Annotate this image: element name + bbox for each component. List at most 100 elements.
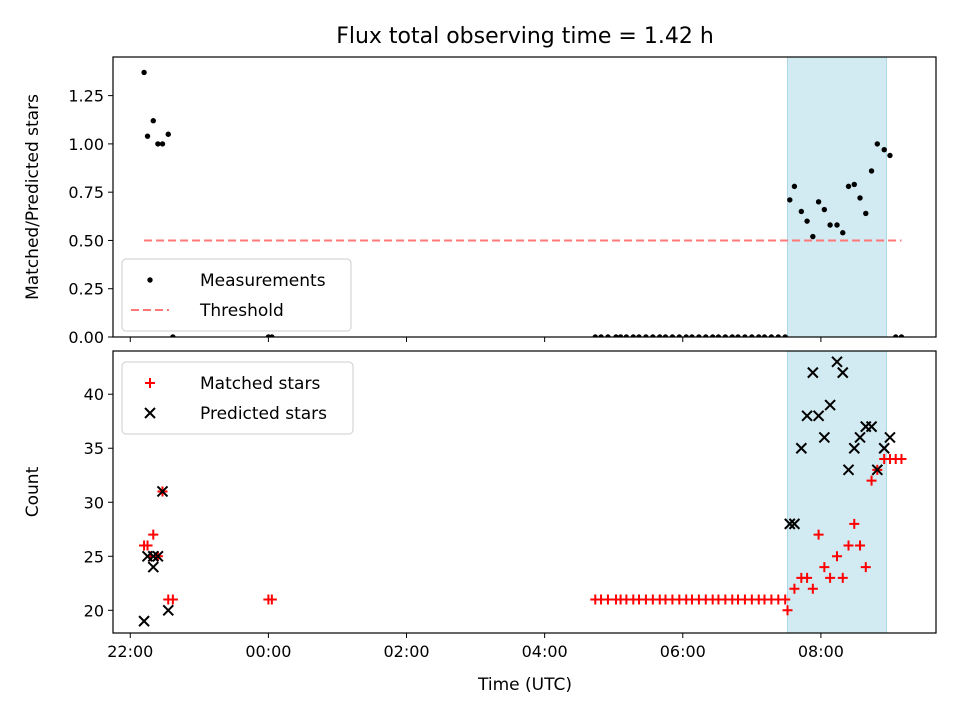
- measurement-point: [863, 210, 869, 217]
- measurement-point: [165, 131, 171, 137]
- measurement-point: [845, 183, 852, 190]
- predicted-star-point: [147, 561, 159, 573]
- y-tick-label: 30: [84, 493, 104, 512]
- predicted-star-point: [865, 420, 878, 433]
- measurement-point: [761, 334, 768, 337]
- measurement-point: [827, 222, 833, 228]
- count-panel: 20 25 30 35 40 22:00 00:00 02:00 04:00 06:00 08:00…: [23, 350, 937, 661]
- measurement-point: [881, 146, 887, 153]
- predicted-star-point: [871, 464, 884, 476]
- matched-star-point: [832, 551, 843, 562]
- legend-box: [121, 361, 354, 435]
- measurement-point: [703, 334, 709, 337]
- predicted-star-point: [878, 442, 890, 454]
- observing-window: [787, 350, 888, 634]
- matched-star-point: [167, 594, 178, 605]
- matched-star-point: [819, 562, 830, 573]
- predicted-star-point: [801, 410, 813, 422]
- measurement-point: [630, 334, 636, 337]
- matched-star-point: [789, 583, 800, 594]
- measurement-point: [623, 334, 630, 337]
- matched-star-point: [266, 594, 277, 605]
- predicted-star-point: [152, 550, 164, 562]
- measurement-point: [676, 334, 683, 337]
- measurement-point: [851, 181, 857, 188]
- matched-star-point: [849, 518, 860, 529]
- measurement-point: [868, 168, 875, 174]
- matched-star-point: [780, 594, 791, 605]
- measurement-point: [787, 197, 793, 203]
- measurement-point: [840, 230, 846, 236]
- legend-marker-measurements: [147, 277, 153, 283]
- measurement-point: [898, 334, 905, 337]
- predicted-star-point: [807, 366, 819, 379]
- predicted-star-point: [848, 442, 860, 454]
- measurement-point: [729, 334, 735, 337]
- y-axis-label: Matched/Predicted stars: [23, 94, 43, 300]
- y-tick-label: 1.00: [68, 135, 104, 154]
- measurement-point: [756, 334, 762, 337]
- predicted-star-point: [854, 431, 866, 444]
- predicted-star-point: [788, 518, 801, 530]
- matched-star-point: [148, 529, 159, 540]
- axes-frame: [112, 350, 937, 634]
- axes-frame: [112, 56, 937, 338]
- measurement-point: [887, 152, 893, 159]
- legend-label: Measurements: [200, 271, 326, 291]
- y-tick-label: 20: [84, 601, 104, 620]
- y-tick-label: 1.25: [68, 87, 104, 106]
- predicted-star-point: [138, 615, 150, 627]
- y-tick-label: 0.75: [68, 183, 104, 202]
- measurement-point: [791, 183, 798, 190]
- predicted-star-point: [795, 442, 808, 454]
- measurement-point: [893, 334, 899, 337]
- measurement-point: [742, 334, 748, 337]
- legend-label: Predicted stars: [200, 404, 327, 424]
- measurement-point: [804, 218, 810, 224]
- measurement-point: [643, 334, 649, 337]
- legend-box: [121, 258, 352, 332]
- measurement-point: [775, 334, 782, 337]
- y-axis-label: Count: [23, 466, 43, 517]
- measurement-point: [768, 334, 775, 337]
- chart-title: Flux total observing time = 1.42 h: [336, 24, 714, 49]
- matched-star-point: [843, 540, 854, 551]
- measurement-point: [749, 334, 755, 337]
- matched-star-point: [813, 529, 824, 540]
- measurement-point: [834, 222, 840, 228]
- y-tick-label: 0.00: [68, 328, 104, 347]
- matched-star-point: [142, 540, 153, 551]
- predicted-star-point: [812, 410, 825, 422]
- measurement-point: [735, 334, 741, 337]
- predicted-star-point: [147, 550, 159, 562]
- ratio-panel: 0.00 0.25 0.50 0.75 1.00 1.25 Matched/Predicte…: [23, 56, 937, 347]
- legend-marker-predicted: [144, 407, 156, 419]
- predicted-star-point: [156, 485, 169, 498]
- measurement-point: [155, 141, 161, 147]
- measurement-point: [810, 233, 816, 240]
- measurement-point: [696, 334, 702, 337]
- plot-area: [138, 356, 907, 627]
- x-tick-label: 06:00: [660, 642, 706, 661]
- legend-label: Threshold: [199, 301, 284, 321]
- measurement-point: [798, 208, 805, 215]
- measurement-point: [605, 334, 611, 337]
- measurement-point: [269, 334, 275, 337]
- x-tick-label: 22:00: [107, 642, 153, 661]
- predicted-star-point: [824, 399, 836, 411]
- measurement-point: [141, 69, 147, 76]
- measurement-point: [150, 118, 156, 124]
- measurement-point: [683, 334, 689, 337]
- predicted-star-point: [818, 431, 831, 444]
- x-axis-label: Time (UTC): [477, 675, 572, 695]
- y-tick-label: 25: [84, 547, 104, 566]
- x-tick-label: 04:00: [522, 642, 568, 661]
- measurement-point: [669, 334, 676, 337]
- matched-star-point: [807, 583, 818, 594]
- measurement-point: [613, 334, 619, 337]
- measurement-point: [722, 334, 729, 337]
- predicted-star-point: [784, 518, 796, 530]
- matched-star-point: [860, 562, 871, 573]
- y-tick-label: 0.50: [68, 231, 104, 250]
- measurement-point: [715, 334, 722, 337]
